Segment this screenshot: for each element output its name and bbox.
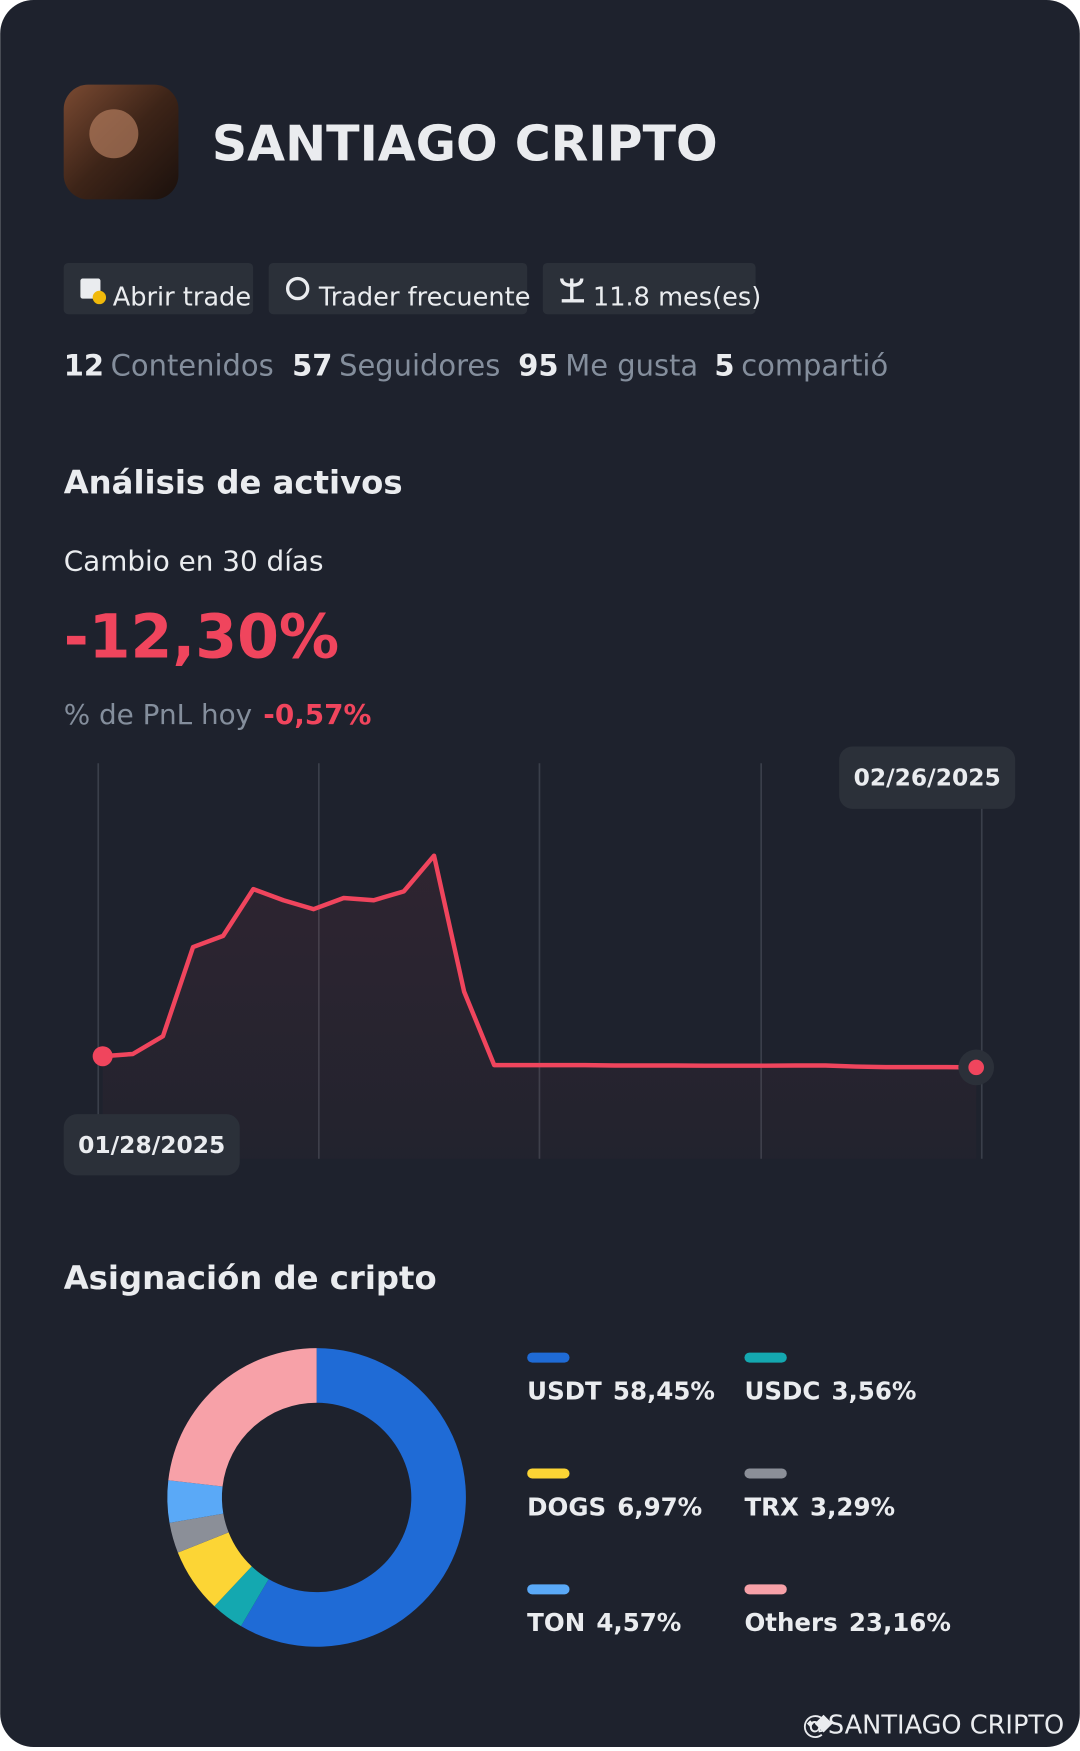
legend-name: USDC xyxy=(744,1376,820,1405)
donut-segment xyxy=(241,1348,466,1647)
legend-value: 4,57% xyxy=(596,1608,681,1637)
pnl-value: -0,57% xyxy=(263,698,371,731)
badge xyxy=(268,262,528,315)
badge-icon xyxy=(560,278,585,303)
stat-label: Seguidores xyxy=(339,348,500,382)
legend-entry: TON 4,57% xyxy=(527,1608,681,1637)
donut-segment xyxy=(177,1532,252,1607)
legend-entry: USDT 58,45% xyxy=(527,1376,715,1405)
badge-icon xyxy=(92,290,107,305)
end-date: 02/26/2025 xyxy=(854,763,1001,791)
end-point xyxy=(968,1059,984,1076)
stats-row: 12 Contenidos 57 Seguidores 95 Me gusta 5 co… xyxy=(64,348,888,382)
end-date-tooltip xyxy=(839,746,1016,809)
donut-chart xyxy=(167,1348,466,1647)
legend-name: TON xyxy=(527,1608,585,1637)
legend-value: 6,97% xyxy=(617,1492,702,1521)
start-date: 01/28/2025 xyxy=(78,1131,225,1159)
legend-swatch xyxy=(527,1584,570,1595)
footer-logo xyxy=(806,1714,833,1733)
start-point xyxy=(92,1046,113,1067)
change-label: Cambio en 30 días xyxy=(64,544,324,577)
avatar-face xyxy=(89,109,139,159)
legend: USDT 58,45% USDC 3,56% DOGS 6,97% TRX 3,29% TON 4… xyxy=(527,1352,951,1637)
donut-segment xyxy=(169,1513,229,1553)
badge-icon xyxy=(285,276,310,301)
stat-value: 57 xyxy=(292,348,332,382)
legend-swatch xyxy=(744,1468,787,1479)
legend-entry: TRX 3,29% xyxy=(744,1492,895,1521)
legend-swatch xyxy=(744,1584,787,1595)
pnl-row: % de PnL hoy -0,57% xyxy=(64,698,372,731)
stat-value: 95 xyxy=(518,348,558,382)
badge xyxy=(63,262,254,315)
legend-entry: USDC 3,56% xyxy=(744,1376,916,1405)
badge xyxy=(542,262,756,315)
stat-value: 5 xyxy=(714,348,734,382)
legend-name: DOGS xyxy=(527,1492,606,1521)
line-area xyxy=(102,855,977,1159)
badge-label: Trader frecuente xyxy=(318,283,531,313)
legend-entry: Others 23,16% xyxy=(744,1608,950,1637)
legend-entry: DOGS 6,97% xyxy=(527,1492,702,1521)
profile-name: SANTIAGO CRIPTO xyxy=(212,114,718,172)
start-date-tooltip xyxy=(63,1114,240,1176)
section-title: Asignación de cripto xyxy=(64,1259,437,1297)
footer-handle: @SANTIAGO CRIPTO xyxy=(802,1711,1064,1741)
donut-segment xyxy=(168,1348,317,1487)
stat-label: compartió xyxy=(741,348,888,382)
legend-value: 3,56% xyxy=(831,1376,916,1405)
line-chart xyxy=(92,763,995,1159)
stat-label: Contenidos xyxy=(111,348,274,382)
legend-value: 58,45% xyxy=(613,1376,715,1405)
legend-name: USDT xyxy=(527,1376,602,1405)
badge-label: 11.8 mes(es) xyxy=(593,283,761,313)
legend-value: 23,16% xyxy=(849,1608,951,1637)
donut-segment xyxy=(214,1566,269,1627)
section-title: Análisis de activos xyxy=(64,464,403,502)
donut-segment xyxy=(167,1480,224,1523)
pnl-label: % de PnL hoy xyxy=(64,698,252,731)
legend-name: TRX xyxy=(744,1492,799,1521)
badge-label: Abrir trade xyxy=(113,283,251,313)
stat-label: Me gusta xyxy=(565,348,698,382)
legend-name: Others xyxy=(744,1608,837,1637)
legend-swatch xyxy=(744,1352,787,1363)
line-series xyxy=(102,853,977,1070)
change-value: -12,30% xyxy=(64,602,340,672)
legend-swatch xyxy=(527,1468,570,1479)
stat-value: 12 xyxy=(64,348,104,382)
legend-swatch xyxy=(527,1352,570,1363)
legend-value: 3,29% xyxy=(810,1492,895,1521)
